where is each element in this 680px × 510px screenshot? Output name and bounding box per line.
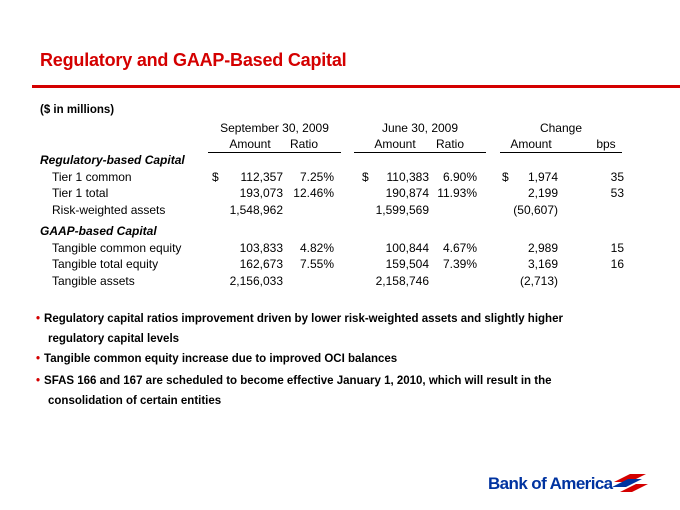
period-header: September 30, 2009 [220, 121, 329, 135]
table-cell: 100,844 [385, 240, 429, 255]
bullet-continuation: consolidation of certain entities [48, 394, 221, 408]
table-cell: 11.93% [437, 186, 477, 201]
header-underline [208, 152, 341, 153]
column-header: Amount [374, 137, 416, 151]
column-header: Ratio [289, 137, 318, 151]
bullet-continuation: regulatory capital levels [48, 332, 179, 346]
section-heading: Regulatory-based Capital [40, 153, 185, 167]
table-cell: 53 [610, 186, 624, 201]
table-cell: 193,073 [239, 186, 283, 201]
table-cell: 4.82% [299, 240, 334, 255]
table-cell: 2,156,033 [229, 274, 283, 289]
table-cell: 35 [610, 169, 624, 184]
bullet-text: Tangible common equity increase due to i… [44, 353, 398, 365]
table-cell: 1,974 [527, 169, 558, 184]
table-cell: 110,383 [386, 169, 430, 184]
page-title: Regulatory and GAAP-Based Capital [40, 50, 347, 70]
table-cell: 2,199 [527, 186, 558, 201]
table-cell: 1,599,569 [375, 203, 429, 218]
table-cell: 7.25% [299, 169, 334, 184]
column-header: Amount [510, 137, 552, 151]
column-header: Amount [229, 137, 271, 151]
units-label: ($ in millions) [40, 104, 115, 116]
table-cell: 7.55% [299, 257, 334, 272]
table-cell: 16 [610, 257, 624, 272]
column-header: Ratio [435, 137, 464, 151]
period-header: Change [539, 121, 583, 135]
table-cell: 162,673 [239, 257, 283, 272]
section-heading: GAAP-based Capital [40, 224, 157, 238]
bullet-dot: • [36, 375, 41, 387]
row-label: Tangible total equity [52, 257, 159, 272]
table-cell: 12.46% [293, 186, 334, 201]
table-cell: 159,504 [385, 257, 429, 272]
table-cell: 7.39% [442, 257, 477, 272]
row-label: Tier 1 common [52, 169, 132, 184]
table-cell: 190,874 [385, 186, 429, 201]
bullet-dot: • [36, 353, 41, 365]
bullet-text: consolidation of certain entities [48, 395, 222, 407]
table-cell: 1,548,962 [229, 203, 283, 218]
row-label: Tier 1 total [52, 186, 109, 201]
table-cell: 6.90% [442, 169, 477, 184]
table-cell: 4.67% [442, 240, 477, 255]
bullet-text: regulatory capital levels [48, 333, 180, 345]
bullet-dot: • [36, 313, 41, 325]
bank-of-america-logo: Bank of America [488, 470, 648, 501]
bullet-text: Regulatory capital ratios improvement dr… [44, 313, 563, 325]
table-cell: 3,169 [527, 257, 558, 272]
svg-text:Bank of America: Bank of America [488, 474, 614, 493]
bullet-item: • Tangible common equity increase due to … [36, 352, 397, 366]
table-cell: $ [212, 169, 219, 184]
period-header: June 30, 2009 [381, 121, 459, 135]
row-label: Risk-weighted assets [52, 203, 166, 218]
table-cell: $ [362, 169, 369, 184]
table-cell: 2,989 [527, 240, 558, 255]
column-header: bps [596, 137, 616, 151]
header-underline [354, 152, 486, 153]
bullet-item: • Regulatory capital ratios improvement d… [36, 312, 563, 326]
table-cell: 112,357 [240, 169, 284, 184]
bullet-text: SFAS 166 and 167 are scheduled to become… [44, 375, 552, 387]
table-cell: (50,607) [513, 203, 558, 218]
header-underline [500, 152, 622, 153]
table-cell: 15 [610, 240, 624, 255]
row-label: Tangible common equity [52, 240, 182, 255]
table-cell: $ [502, 169, 509, 184]
row-label: Tangible assets [52, 274, 135, 289]
table-cell: 103,833 [239, 240, 283, 255]
table-cell: (2,713) [519, 274, 558, 289]
bullet-item: • SFAS 166 and 167 are scheduled to becom… [36, 374, 552, 388]
table-cell: 2,158,746 [375, 274, 429, 289]
title-divider [32, 85, 680, 88]
